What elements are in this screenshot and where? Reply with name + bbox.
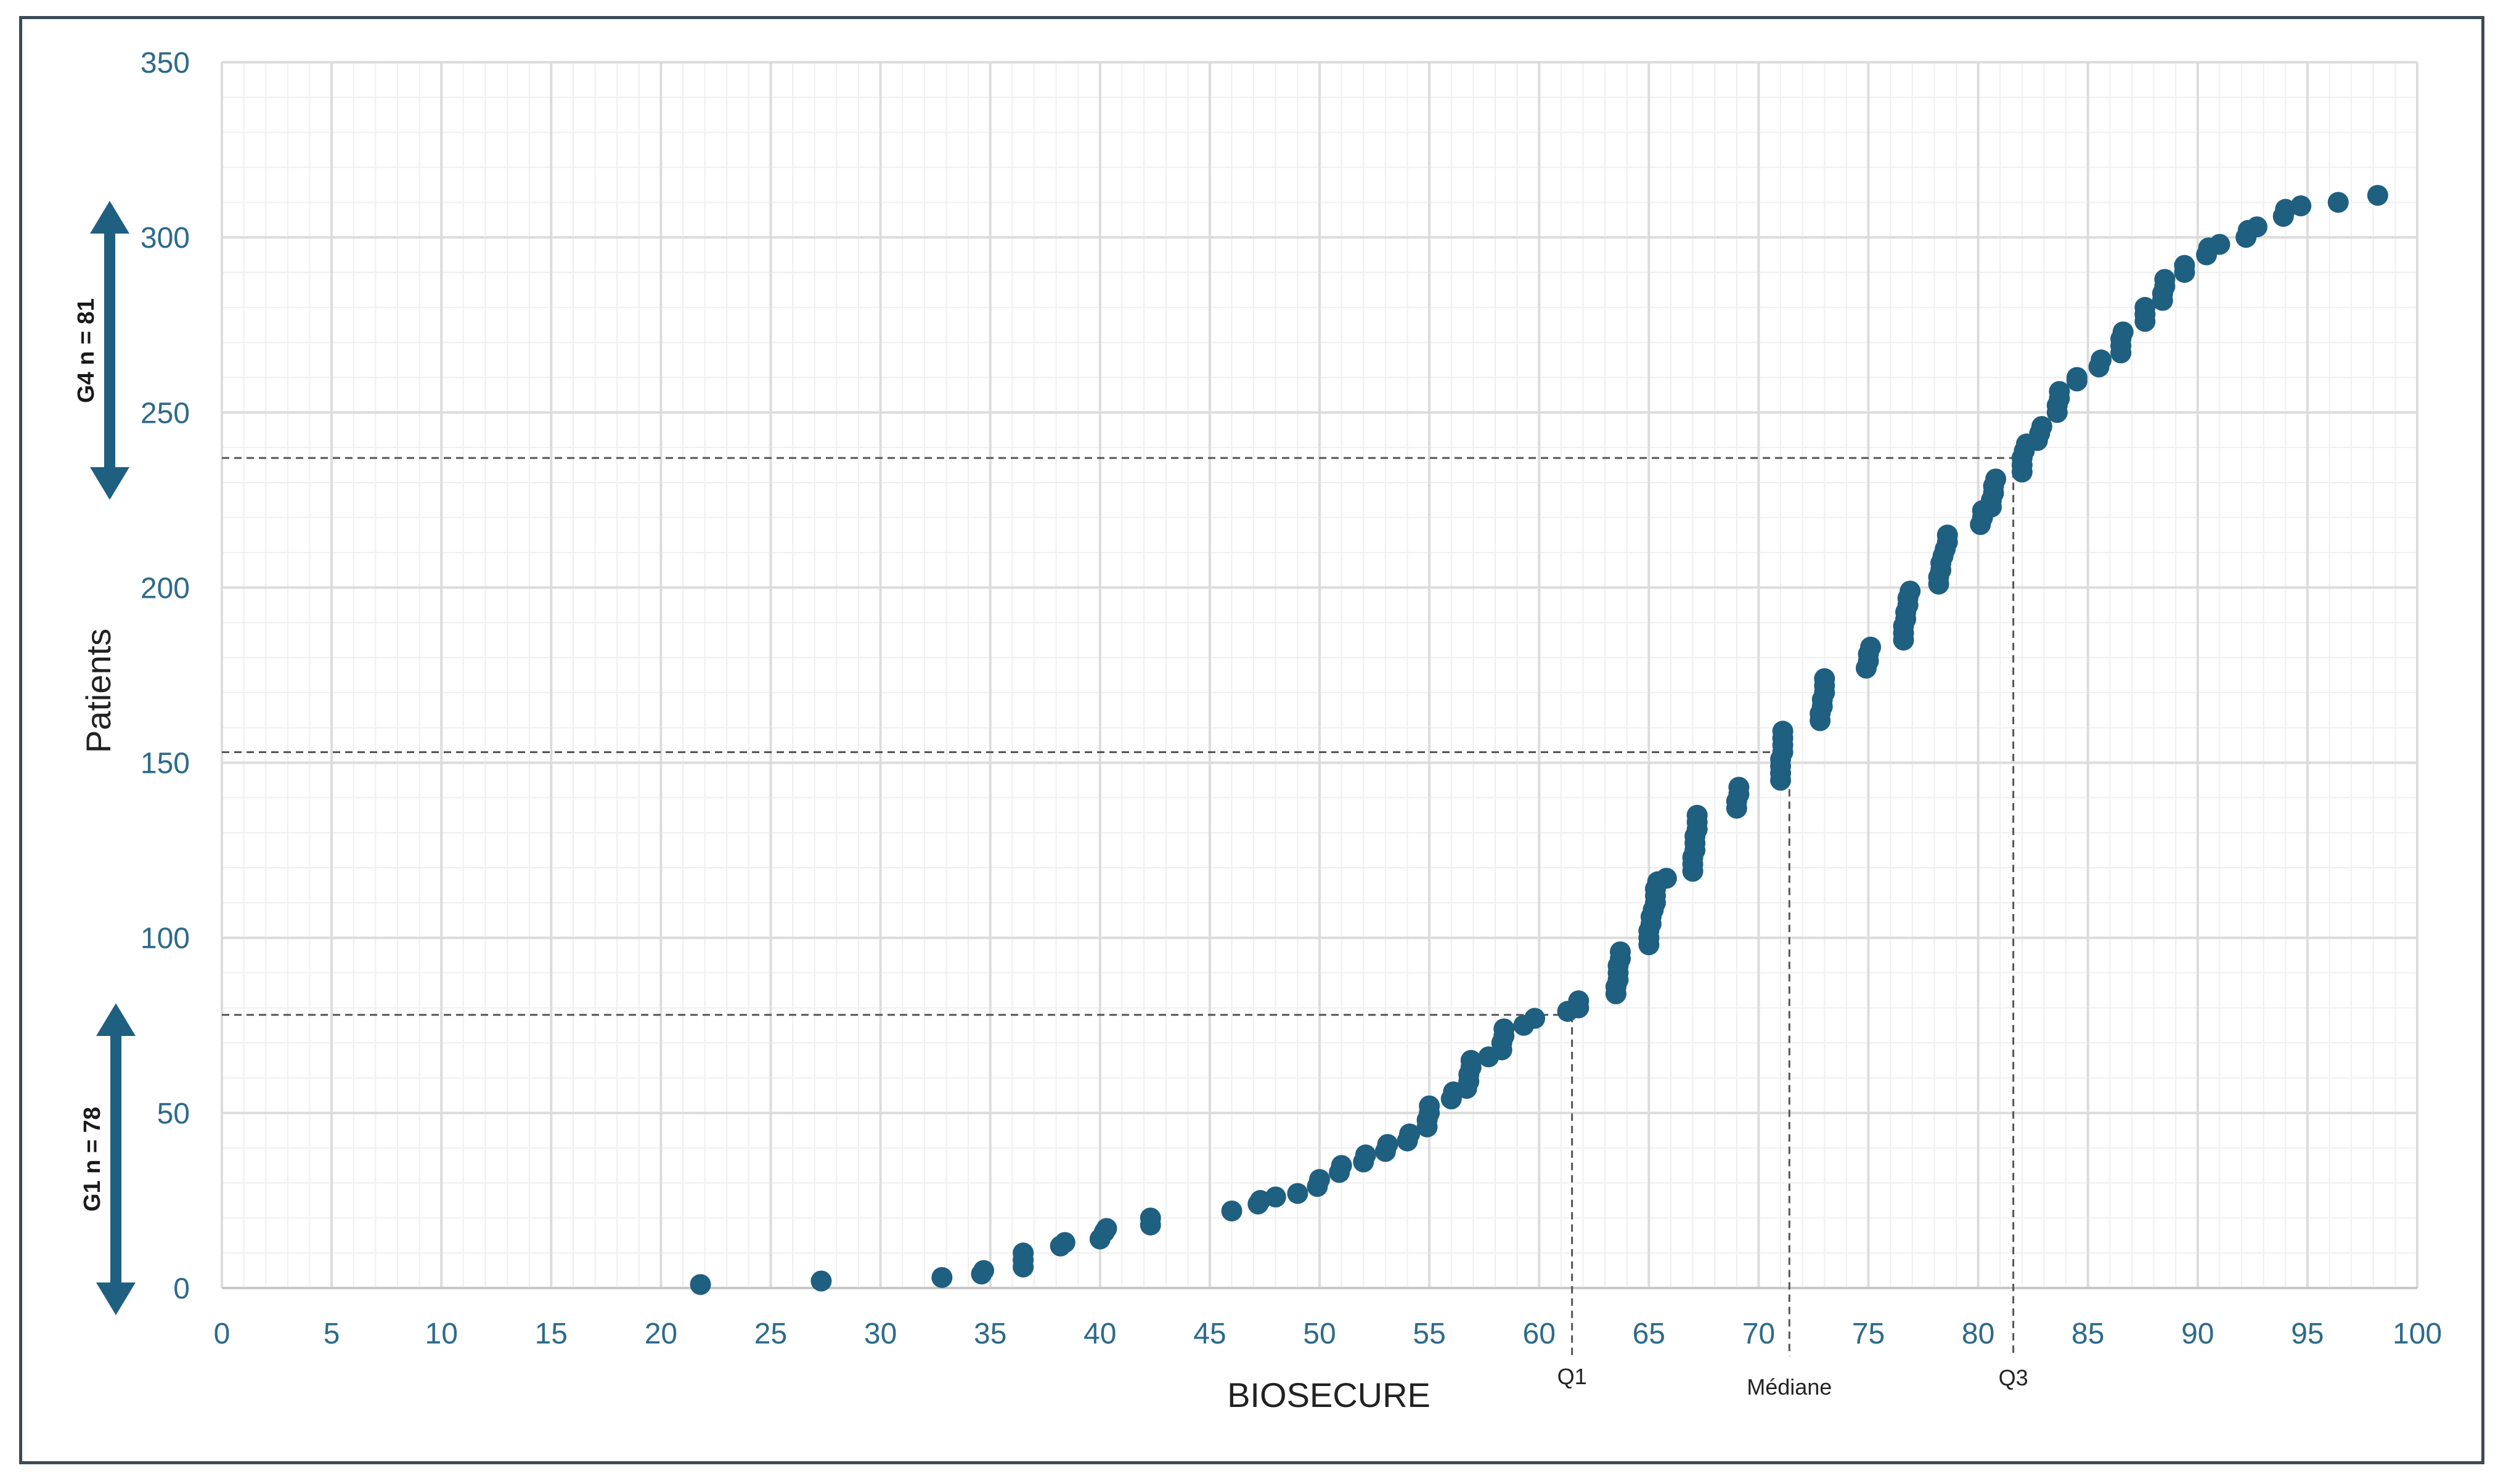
data-point: [1377, 1134, 1398, 1156]
quartile-label: Q1: [1557, 1364, 1587, 1389]
data-point: [2112, 321, 2134, 343]
x-axis-title: BIOSECURE: [1227, 1376, 1431, 1414]
x-tick-label: 70: [1742, 1318, 1775, 1350]
data-point: [1331, 1155, 1352, 1176]
chart-frame: 0 5 10 15 20 25 30 35 40 45 50 55 60 65 70 75 80 85 90 95 10…: [19, 16, 2484, 1464]
data-point: [973, 1260, 995, 1281]
data-point: [1419, 1095, 1440, 1117]
x-tick-label: 25: [754, 1318, 787, 1350]
group-g4-label: G4 n = 81: [73, 298, 99, 403]
x-tick-label: 40: [1084, 1318, 1116, 1350]
data-point: [2327, 192, 2349, 213]
data-point: [1054, 1232, 1075, 1254]
quartile-label: Médiane: [1747, 1374, 1832, 1400]
y-tick-label: 0: [173, 1273, 190, 1305]
x-tick-label: 15: [535, 1318, 568, 1350]
data-point: [2134, 296, 2156, 318]
major-gridlines: [221, 61, 2418, 1289]
group-g1-label: G1 n = 78: [80, 1107, 105, 1212]
x-tick-label: 5: [324, 1318, 340, 1350]
data-point: [1309, 1168, 1330, 1190]
data-point: [1460, 1050, 1482, 1071]
data-point: [2154, 269, 2176, 290]
x-axis-ticks: 0 5 10 15 20 25 30 35 40 45 50 55 60 65 70 75 80 85 90 95 10…: [214, 1318, 2442, 1350]
data-point: [1221, 1200, 1243, 1221]
y-axis-title: Patients: [79, 629, 118, 753]
data-point: [1568, 990, 1590, 1012]
data-point: [2290, 195, 2312, 216]
data-point: [1493, 1018, 1515, 1040]
data-point: [1686, 804, 1708, 826]
data-point: [1096, 1218, 1117, 1239]
quartile-labels: Q1 Médiane Q3: [1557, 1364, 2028, 1400]
x-tick-label: 20: [645, 1318, 677, 1350]
y-axis-ticks: 0 50 100 150 200 250 300 350: [141, 47, 190, 1305]
data-point: [1399, 1123, 1421, 1144]
y-tick-label: 100: [141, 923, 190, 955]
data-point: [1013, 1242, 1034, 1264]
x-tick-label: 30: [864, 1318, 897, 1350]
data-point: [1609, 941, 1631, 963]
data-point: [2031, 416, 2052, 438]
x-tick-label: 75: [1852, 1318, 1885, 1350]
y-tick-label: 200: [141, 572, 190, 605]
y-tick-label: 50: [157, 1098, 190, 1130]
x-tick-label: 35: [974, 1318, 1006, 1350]
group-g1-arrow: G1 n = 78: [80, 1003, 136, 1315]
x-tick-label: 65: [1633, 1318, 1665, 1350]
data-point: [1140, 1207, 1161, 1229]
data-point: [2066, 367, 2088, 388]
data-point: [1287, 1183, 1308, 1204]
quartile-label: Q3: [1999, 1365, 2028, 1390]
x-tick-label: 60: [1523, 1318, 1556, 1350]
x-tick-label: 90: [2181, 1318, 2214, 1350]
x-tick-label: 50: [1303, 1318, 1336, 1350]
data-point: [1985, 468, 2007, 490]
data-point: [2049, 381, 2070, 402]
data-point: [2209, 234, 2231, 255]
data-point: [1937, 524, 1958, 546]
data-point: [1772, 720, 1794, 742]
data-point: [1900, 581, 1921, 602]
x-tick-label: 80: [1962, 1318, 1994, 1350]
data-point: [810, 1270, 832, 1292]
data-point: [1355, 1144, 1376, 1166]
group-g4-arrow: G4 n = 81: [73, 201, 129, 500]
data-point: [1265, 1186, 1286, 1208]
y-tick-label: 350: [141, 47, 190, 80]
data-point: [2091, 349, 2112, 371]
x-tick-label: 45: [1193, 1318, 1226, 1350]
data-point: [2367, 184, 2388, 206]
x-tick-label: 0: [214, 1318, 231, 1350]
data-point: [1655, 868, 1677, 889]
x-tick-label: 95: [2291, 1318, 2324, 1350]
scatter-chart: 0 5 10 15 20 25 30 35 40 45 50 55 60 65 70 75 80 85 90 95 10…: [73, 47, 2442, 1414]
data-point: [931, 1266, 953, 1288]
data-point: [1814, 668, 1835, 690]
x-tick-label: 10: [425, 1318, 458, 1350]
y-tick-label: 300: [141, 222, 190, 255]
x-tick-label: 85: [2071, 1318, 2104, 1350]
y-tick-label: 150: [141, 748, 190, 780]
reference-lines: [222, 457, 2015, 1356]
data-point: [1524, 1008, 1546, 1029]
data-point: [690, 1274, 711, 1295]
data-point: [2246, 216, 2267, 238]
data-point: [2174, 255, 2195, 276]
data-point: [1860, 637, 1882, 658]
x-tick-label: 55: [1413, 1318, 1445, 1350]
y-tick-label: 250: [141, 397, 190, 430]
data-point: [1728, 777, 1750, 798]
data-points: [690, 184, 2388, 1295]
x-tick-label: 100: [2393, 1318, 2442, 1350]
